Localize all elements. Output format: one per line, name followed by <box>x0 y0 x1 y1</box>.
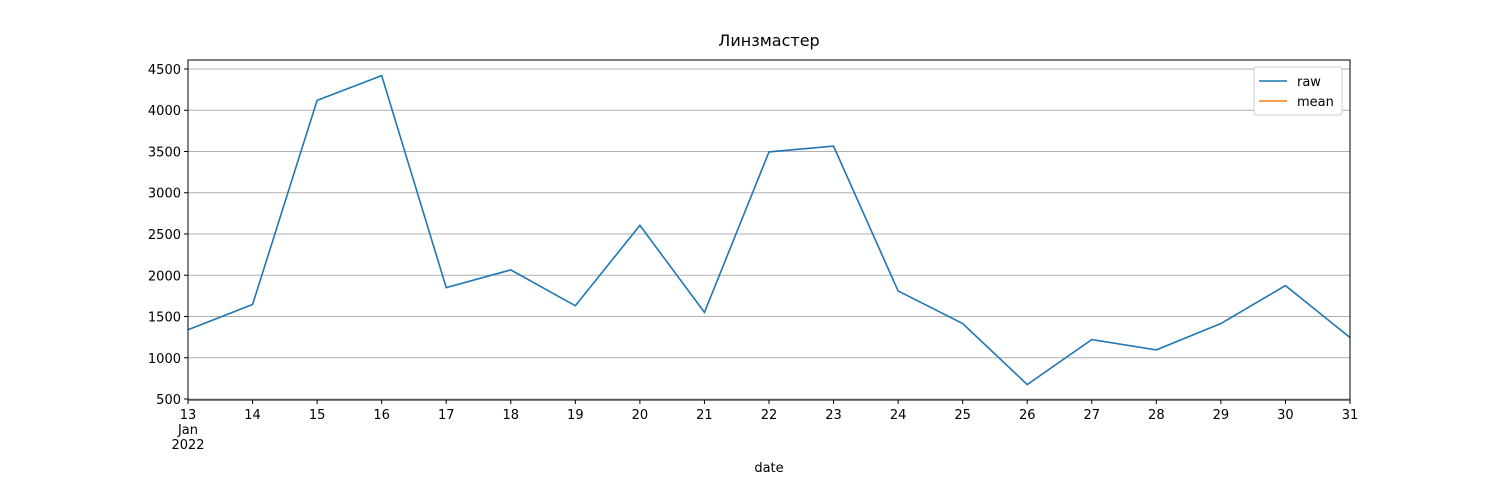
x-tick-label: 17 <box>438 408 455 423</box>
x-tick-label: 30 <box>1277 408 1294 423</box>
x-tick-label: 28 <box>1148 408 1165 423</box>
y-tick-label: 4000 <box>148 104 181 119</box>
x-tick-label: 18 <box>503 408 520 423</box>
x-tick-label: 21 <box>696 408 713 423</box>
legend-box <box>1253 66 1343 116</box>
x-tick-label: 15 <box>309 408 326 423</box>
x-tick-label: 20 <box>632 408 649 423</box>
x-tick-label: 22 <box>761 408 778 423</box>
x-axis-label: date <box>754 461 783 476</box>
x-tick-label: 19 <box>567 408 584 423</box>
plot-frame <box>187 59 1351 401</box>
x-tick-label: 31 <box>1342 408 1359 423</box>
x-tick-label: 13 Jan 2022 <box>171 408 204 453</box>
y-tick-label: 3500 <box>148 145 181 160</box>
series-line <box>187 74 1351 386</box>
legend: raw mean <box>1253 66 1343 116</box>
x-tick-label: 23 <box>825 408 842 423</box>
y-tick-label: 2500 <box>148 228 181 243</box>
x-tick-label: 24 <box>890 408 907 423</box>
x-tick-label: 29 <box>1213 408 1230 423</box>
y-tick-label: 4500 <box>148 63 181 78</box>
y-tick-label: 1000 <box>148 352 181 367</box>
x-tick-label: 26 <box>1019 408 1036 423</box>
chart-title: Линзмастер <box>718 31 819 50</box>
y-tick-label: 1500 <box>148 311 181 326</box>
legend-label: raw <box>1297 75 1321 90</box>
x-tick-label: 25 <box>954 408 971 423</box>
x-tick-label: 14 <box>244 408 261 423</box>
x-tick-label: 27 <box>1084 408 1101 423</box>
y-tick-label: 500 <box>156 393 181 408</box>
legend-label: mean <box>1297 95 1334 110</box>
x-tick-label: 16 <box>373 408 390 423</box>
y-tick-label: 2000 <box>148 269 181 284</box>
y-tick-label: 3000 <box>148 187 181 202</box>
